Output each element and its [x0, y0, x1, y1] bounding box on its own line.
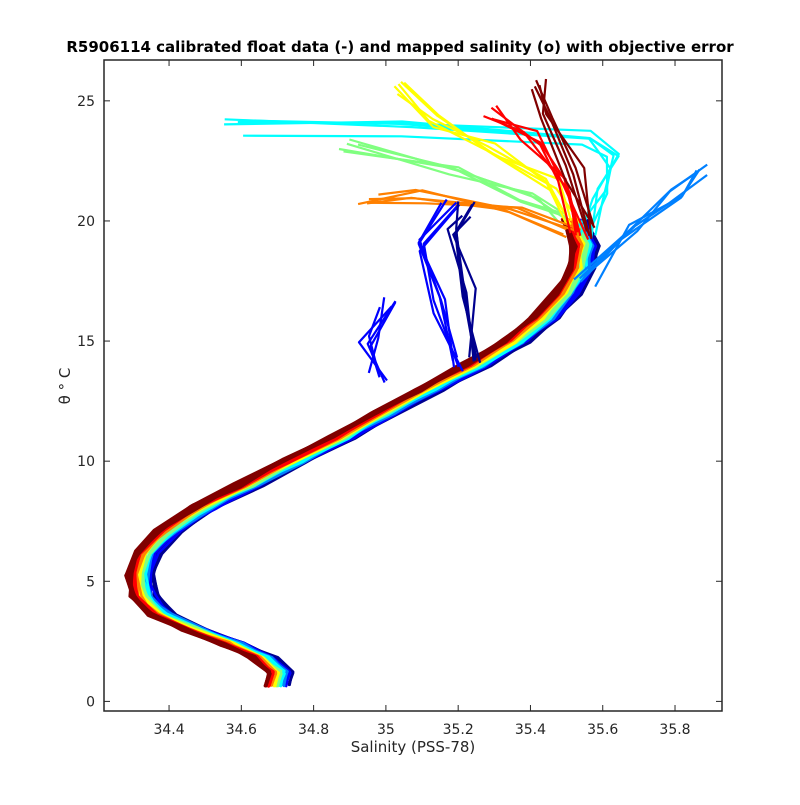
- x-tick-label: 34.4: [153, 722, 184, 738]
- x-tick-label: 35: [377, 722, 395, 738]
- x-tick-label: 34.6: [226, 722, 257, 738]
- surface-profile-line: [573, 172, 696, 281]
- x-tick-label: 35.6: [587, 722, 618, 738]
- surface-branch-10: [357, 297, 397, 383]
- series-9: [124, 217, 578, 688]
- x-tick-label: 34.8: [298, 722, 329, 738]
- surface-profile-line: [530, 88, 596, 229]
- axes-box: [103, 59, 723, 712]
- surface-profile-line: [492, 118, 590, 241]
- y-tick-label: 0: [86, 694, 95, 710]
- surface-branch-3: [393, 80, 581, 226]
- x-tick-label: 35.4: [515, 722, 546, 738]
- surface-profile-line: [367, 297, 386, 374]
- y-tick-label: 20: [77, 214, 95, 230]
- surface-profile-line: [241, 119, 612, 230]
- surface-profile-line: [452, 215, 477, 358]
- surface-profile-line: [369, 301, 397, 377]
- profile-line: [126, 218, 577, 688]
- surface-profile-line: [366, 300, 397, 383]
- surface-profile-line: [417, 198, 459, 358]
- y-tick-label: 10: [77, 454, 95, 470]
- chart-title: R5906114 calibrated float data (-) and m…: [66, 38, 734, 56]
- surface-branch-8: [417, 198, 464, 372]
- surface-profile-line: [368, 197, 567, 231]
- surface-profile-line: [243, 134, 609, 235]
- surface-branch-9: [446, 201, 482, 364]
- surface-branch-6: [530, 78, 596, 240]
- y-tick-label: 5: [86, 574, 95, 590]
- y-tick-label: 25: [77, 94, 95, 110]
- surface-profile-line: [224, 118, 620, 239]
- surface-branch-1: [224, 118, 620, 239]
- surface-profile-line: [418, 201, 458, 361]
- surface-branch-2: [338, 138, 570, 223]
- surface-profile-line: [579, 168, 701, 283]
- plot-data: [124, 78, 708, 688]
- surface-profile-line: [578, 174, 708, 280]
- y-axis-label: θ ° C: [56, 368, 74, 405]
- surface-profile-line: [224, 120, 615, 236]
- surface-profile-line: [338, 147, 567, 218]
- x-tick-label: 35.8: [659, 722, 690, 738]
- x-tick-label: 35.2: [443, 722, 474, 738]
- surface-profile-line: [446, 214, 475, 362]
- surface-branch-5: [483, 105, 590, 241]
- surface-branch-7: [573, 163, 708, 288]
- surface-profile-line: [538, 84, 593, 240]
- x-axis-label: Salinity (PSS-78): [351, 738, 476, 756]
- ticks: 34.4 34.6 34.8 35 35.2 35.4 35.6 35.8 0 5 10 15 20 25: [77, 60, 722, 738]
- y-tick-label: 15: [77, 334, 95, 350]
- surface-profile-line: [403, 81, 567, 217]
